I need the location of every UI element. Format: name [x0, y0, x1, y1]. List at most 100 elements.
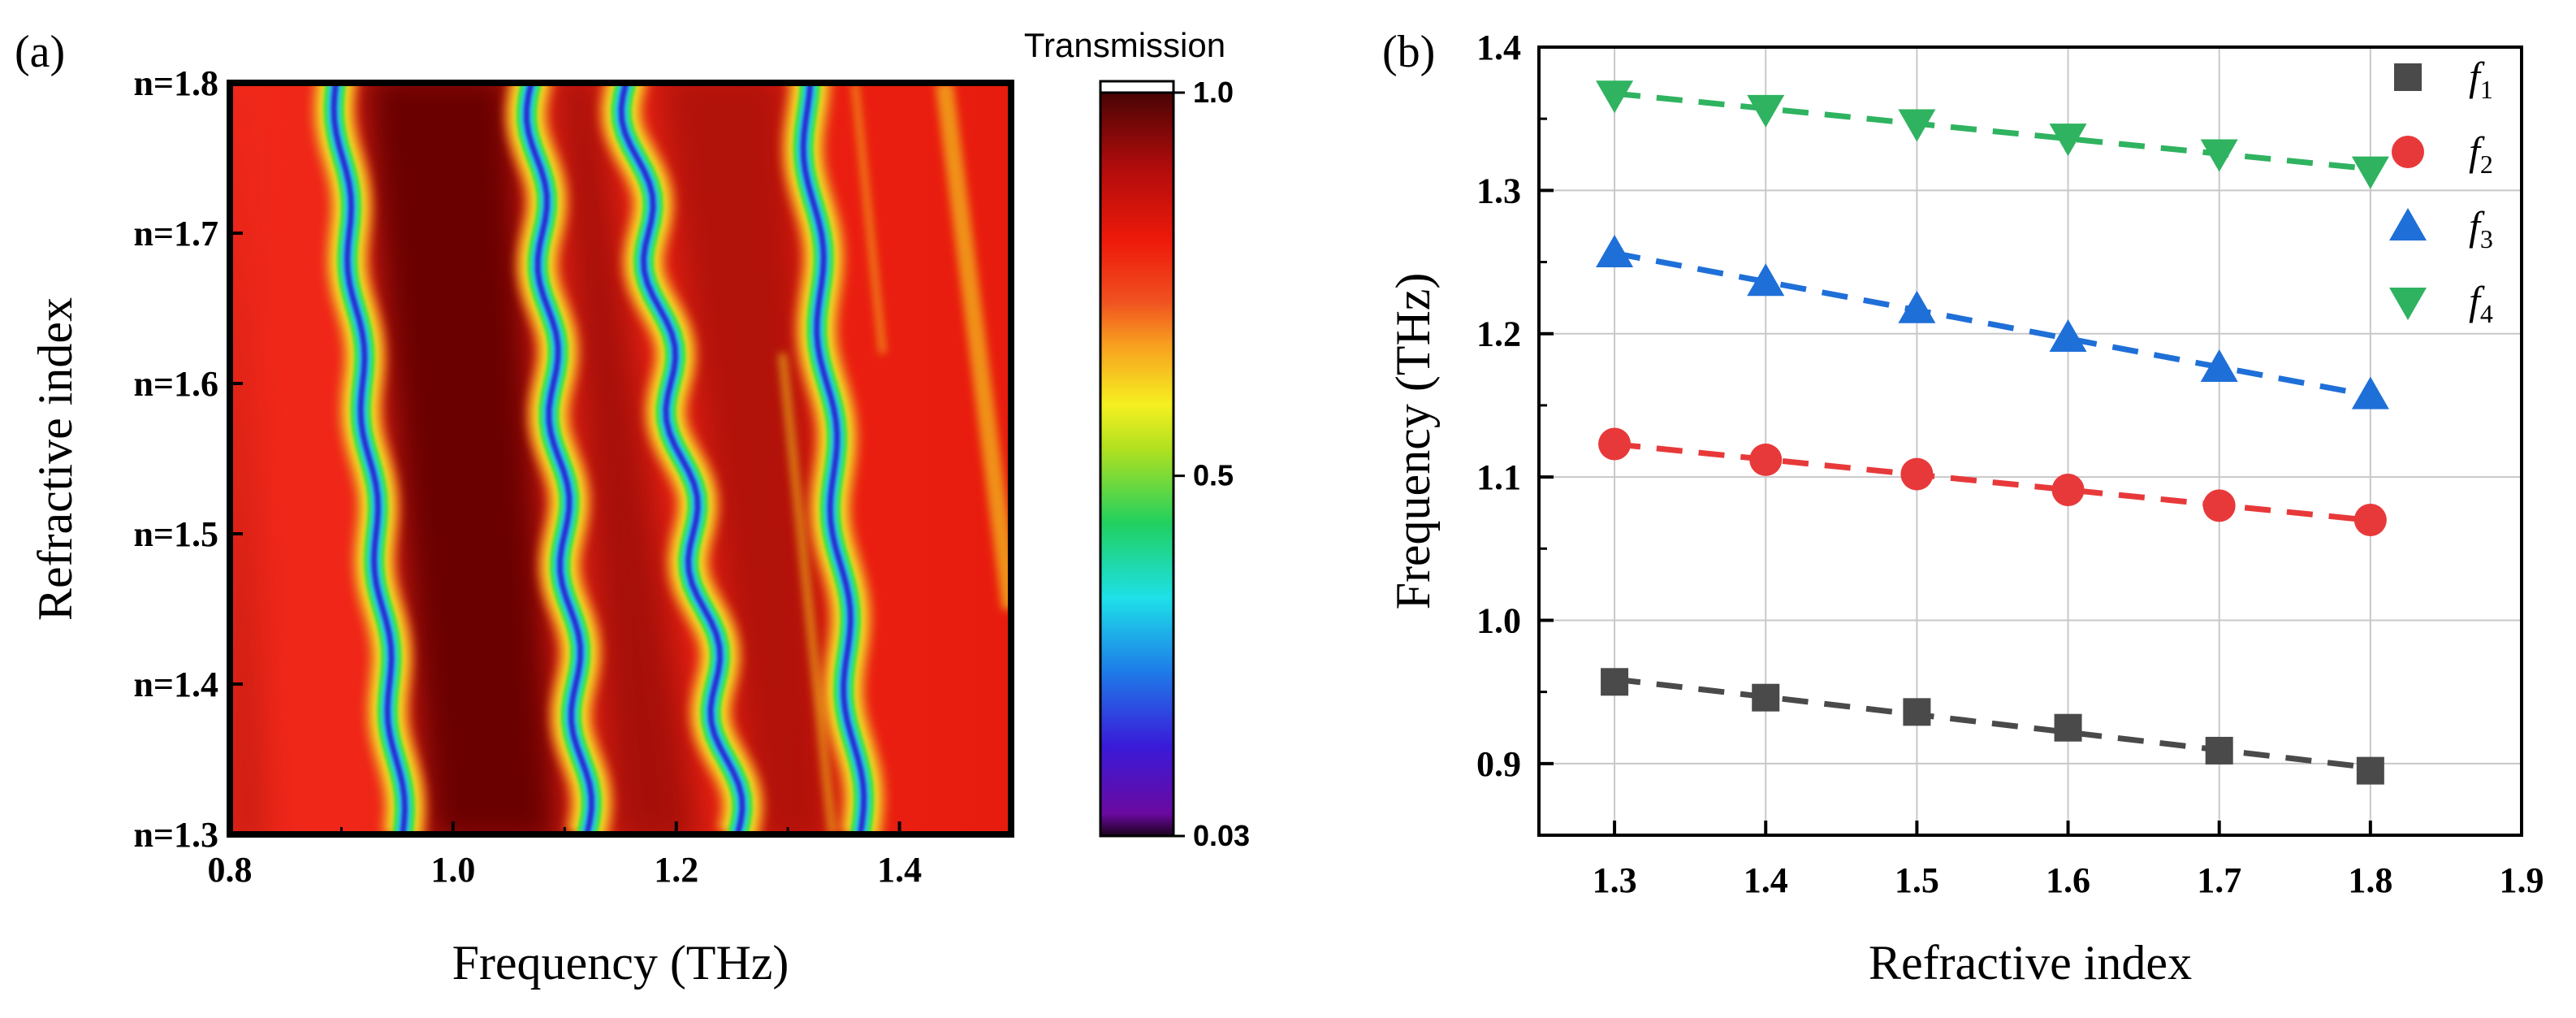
point-f4	[2351, 156, 2389, 189]
legend-marker-f3	[2389, 208, 2427, 240]
heatmap-y-tick-label: n=1.8	[133, 63, 218, 103]
heatmap-y-tick-label: n=1.6	[133, 364, 218, 404]
point-f1	[1752, 683, 1780, 712]
scatter-axes: 1.3 1.4 1.5 1.6 1.7 1.8 1.9 0.9 1.0 1.1 1.2 1.3 1.4	[1476, 28, 2544, 900]
scatter-series	[1596, 80, 2389, 785]
legend-item-f1: f1	[2394, 54, 2493, 104]
faint-feature-2	[851, 83, 886, 354]
fit-line-f2	[1614, 441, 2371, 523]
scatter-y-tick-label: 1.4	[1476, 28, 1521, 67]
fit-line-f4	[1614, 90, 2371, 172]
point-f3	[2049, 319, 2087, 353]
dark-band-1	[230, 83, 263, 834]
series-f2	[1598, 427, 2387, 536]
legend-label-f3: f3	[2469, 203, 2493, 253]
heatmap-y-tick-label: n=1.4	[133, 665, 218, 704]
point-f4	[2049, 123, 2087, 157]
point-f1	[2054, 713, 2082, 742]
point-f4	[1747, 94, 1785, 128]
legend-marker-f2	[2392, 136, 2424, 168]
point-f4	[1898, 109, 1936, 142]
scatter-y-tick-label: 0.9	[1476, 744, 1521, 784]
scatter-y-tick-label: 1.3	[1476, 171, 1521, 210]
legend-subscript-f4: 4	[2480, 299, 2493, 328]
heatmap-y-tick-label: n=1.7	[133, 214, 218, 253]
point-f1	[2205, 736, 2233, 765]
point-f3	[1596, 234, 1634, 267]
point-f3	[1747, 263, 1785, 297]
scatter-y-tick-label: 1.1	[1476, 457, 1521, 497]
point-f2	[2202, 489, 2236, 522]
dip-band-f3	[598, 83, 767, 834]
legend-item-f3: f3	[2389, 203, 2493, 253]
heatmap-x-axis-title: Frequency (THz)	[452, 936, 789, 990]
faint-feature-3	[935, 83, 1011, 610]
point-f3	[2200, 349, 2238, 383]
dark-band-4	[655, 83, 837, 834]
legend-subscript-f3: 3	[2480, 224, 2493, 253]
scatter-x-tick-label: 1.3	[1593, 860, 1637, 900]
fit-line-f3	[1614, 250, 2371, 399]
point-f2	[2051, 473, 2085, 506]
colorbar-tick-label: 1.0	[1193, 76, 1234, 109]
point-f3	[2351, 376, 2389, 409]
colorbar	[1099, 91, 1175, 838]
scatter-x-tick-label: 1.7	[2197, 860, 2241, 900]
colorbar-title: Transmission	[1024, 26, 1225, 64]
point-f4	[1596, 80, 1634, 114]
heatmap-y-tick-label: n=1.5	[133, 514, 218, 554]
colorbar-tick-label: 0.5	[1193, 459, 1234, 492]
heatmap-x-tick-label: 1.0	[430, 850, 475, 890]
scatter-x-tick-label: 1.4	[1744, 860, 1788, 900]
scatter-x-tick-label: 1.8	[2348, 860, 2392, 900]
heatmap-x-tick-label: 0.8	[208, 850, 253, 890]
dip-band-f1-layer-5	[331, 83, 408, 834]
colorbar-ticks: 1.0 0.5 0.03	[1173, 76, 1250, 852]
dip-band-f4-layer-5	[800, 83, 867, 834]
legend-label-f4: f4	[2469, 278, 2493, 328]
dark-band-3	[554, 83, 702, 834]
scatter-x-tick-label: 1.5	[1895, 860, 1939, 900]
point-f1	[1903, 698, 1931, 726]
scatter-x-tick-label: 1.9	[2500, 860, 2544, 900]
legend-subscript-f1: 1	[2480, 75, 2493, 104]
point-f2	[2353, 504, 2387, 536]
series-f3	[1596, 234, 2389, 409]
legend-subscript-f2: 2	[2480, 149, 2493, 179]
faint-feature-1	[778, 353, 837, 834]
panel-b-label: (b)	[1382, 27, 1435, 77]
scatter-y-tick-label: 1.0	[1476, 600, 1521, 640]
heatmap-x-tick-label: 1.2	[654, 850, 698, 890]
scatter-frame	[1537, 45, 2523, 837]
heatmap-y-axis-title: Refractive index	[28, 297, 82, 621]
dip-band-f2-layer-5	[524, 83, 594, 834]
dip-band-f2	[503, 83, 616, 834]
fit-line-f1	[1614, 676, 2371, 771]
dip-band-f1	[310, 83, 429, 834]
scatter-y-axis-title: Frequency (THz)	[1386, 273, 1440, 610]
legend-label-f2: f2	[2469, 128, 2493, 179]
dip-band-f4	[780, 83, 888, 834]
heatmap-frame	[227, 80, 1014, 838]
colorbar-tick-label: 0.03	[1193, 819, 1250, 852]
heatmap-x-tick-label: 1.4	[877, 850, 922, 890]
dip-band-f3-layer-5	[618, 83, 746, 834]
heatmap	[230, 83, 1011, 834]
series-f1	[1601, 668, 2384, 785]
point-f2	[1598, 427, 1632, 461]
series-f4	[1596, 80, 2389, 189]
legend-item-f2: f2	[2392, 128, 2493, 179]
point-f3	[1898, 290, 1936, 323]
scatter-x-tick-label: 1.6	[2046, 860, 2090, 900]
legend-marker-f1	[2394, 63, 2422, 91]
point-f1	[2356, 756, 2384, 785]
heatmap-axes: 0.8 1.0 1.2 1.4 n=1.3 n=1.4 n=1.5 n=1.6 n=1.7 n=1…	[133, 63, 1013, 890]
legend-marker-f4	[2389, 288, 2427, 320]
point-f2	[1749, 443, 1783, 476]
heatmap-y-tick-label: n=1.3	[133, 815, 218, 855]
scatter-x-axis-title: Refractive index	[1869, 936, 2192, 990]
dip-band-group	[310, 83, 1011, 834]
panel-a-label: (a)	[15, 27, 65, 77]
point-f4	[2200, 139, 2238, 172]
